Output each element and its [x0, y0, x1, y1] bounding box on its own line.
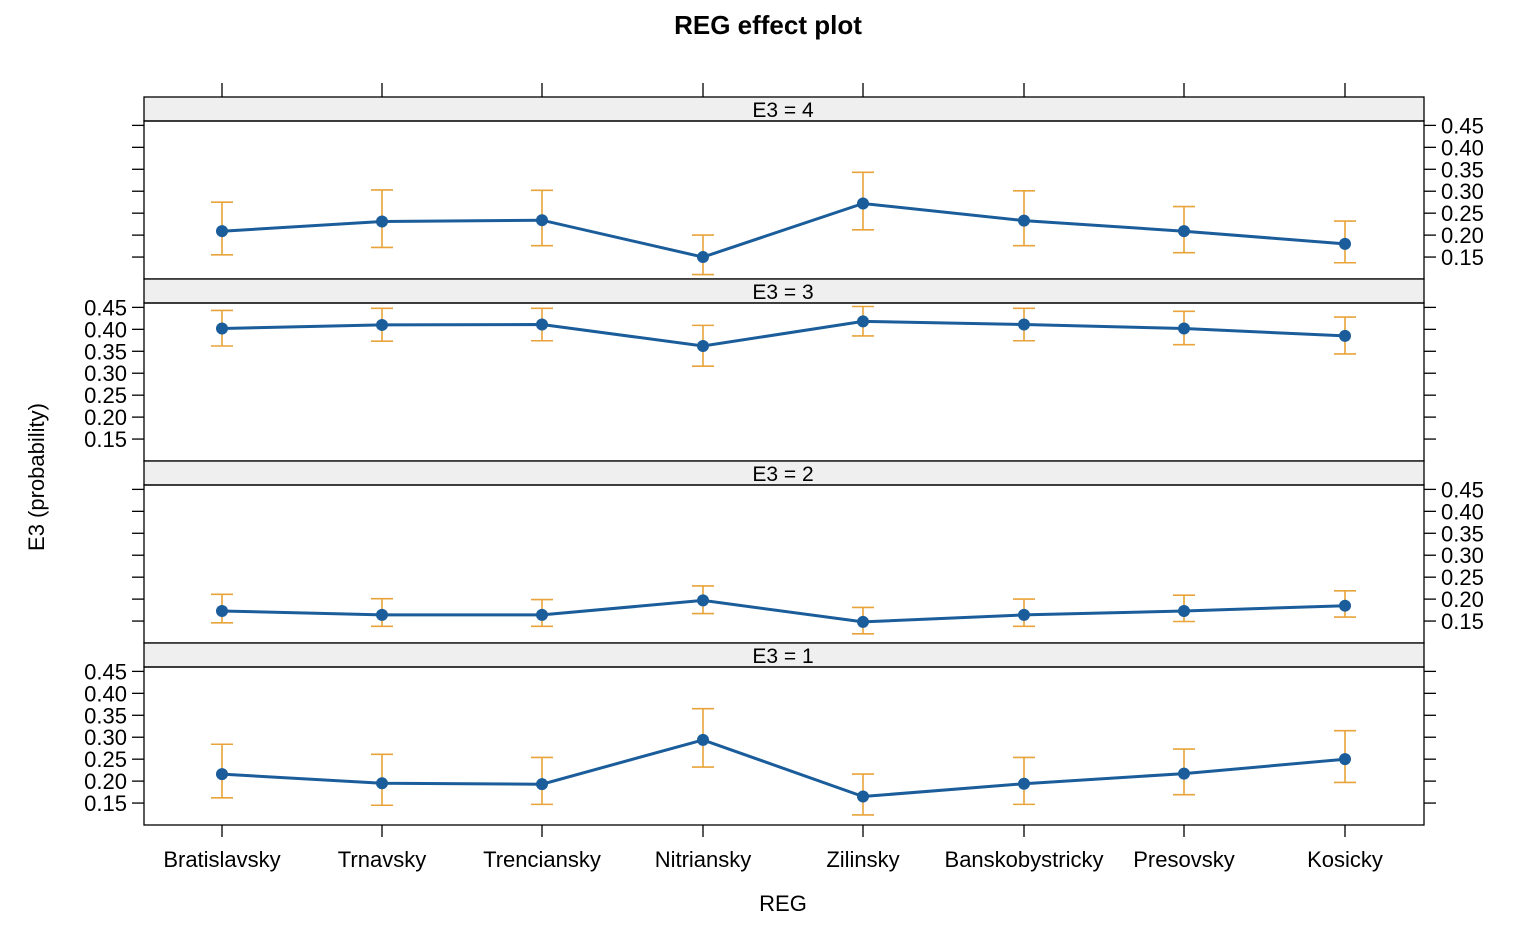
panel-strip-label: E3 = 2	[752, 463, 813, 486]
y-tick-label: 0.25	[84, 383, 127, 408]
data-point	[1339, 329, 1351, 342]
data-point	[697, 733, 709, 746]
data-point	[216, 225, 228, 238]
series-line	[221, 598, 1346, 624]
panel-frame	[143, 484, 1425, 644]
data-point	[536, 214, 548, 227]
data-point	[697, 594, 709, 607]
y-tick-label: 0.25	[84, 747, 127, 772]
y-tick-label: 0.45	[1441, 477, 1484, 502]
y-tick-label: 0.30	[1441, 179, 1484, 204]
y-tick-label: 0.40	[84, 317, 127, 342]
y-tick-label: 0.35	[84, 339, 127, 364]
y-tick-label: 0.40	[1441, 499, 1484, 524]
data-point	[1018, 214, 1030, 227]
data-point	[536, 778, 548, 791]
y-tick-label: 0.15	[84, 427, 127, 452]
y-tick-label: 0.45	[84, 295, 127, 320]
data-point	[216, 768, 228, 781]
y-tick-label: 0.25	[1441, 565, 1484, 590]
x-tick-label: Banskobystricky	[945, 847, 1104, 872]
data-point	[536, 318, 548, 331]
x-tick-label: Presovsky	[1133, 847, 1234, 872]
data-point	[1018, 318, 1030, 331]
data-point	[376, 777, 388, 790]
y-tick-label: 0.20	[84, 769, 127, 794]
y-tick-label: 0.25	[1441, 201, 1484, 226]
y-axis-label: E3 (probability)	[24, 403, 49, 551]
x-tick-label: Bratislavsky	[163, 847, 280, 872]
data-point	[1018, 608, 1030, 621]
data-point	[376, 215, 388, 228]
data-point	[1178, 322, 1190, 335]
data-point	[1178, 604, 1190, 617]
panel-strip	[143, 460, 1425, 486]
y-tick-label: 0.15	[1441, 245, 1484, 270]
data-point	[536, 608, 548, 621]
data-point	[216, 322, 228, 335]
panel-strip-label: E3 = 3	[752, 281, 813, 304]
x-axis-label: REG	[759, 891, 807, 916]
y-tick-label: 0.30	[84, 725, 127, 750]
data-point	[857, 790, 869, 803]
data-point	[376, 318, 388, 331]
panel-strip	[143, 278, 1425, 304]
y-tick-label: 0.30	[1441, 543, 1484, 568]
x-tick-label: Trnavsky	[338, 847, 426, 872]
data-point	[1178, 225, 1190, 238]
data-point	[697, 340, 709, 353]
y-tick-label: 0.20	[1441, 223, 1484, 248]
panel-frame	[143, 120, 1425, 280]
y-tick-label: 0.20	[84, 405, 127, 430]
data-point	[857, 315, 869, 328]
y-tick-label: 0.15	[84, 791, 127, 816]
data-point	[1178, 767, 1190, 780]
data-point	[1339, 237, 1351, 250]
series-line	[221, 738, 1346, 799]
y-tick-label: 0.35	[1441, 157, 1484, 182]
y-tick-label: 0.45	[84, 659, 127, 684]
panel-frame	[143, 666, 1425, 826]
chart-title: REG effect plot	[674, 10, 862, 40]
series-line	[221, 319, 1346, 348]
y-tick-label: 0.35	[84, 703, 127, 728]
x-tick-label: Kosicky	[1307, 847, 1383, 872]
y-tick-label: 0.45	[1441, 113, 1484, 138]
data-point	[697, 251, 709, 264]
data-point	[1339, 599, 1351, 612]
y-tick-label: 0.20	[1441, 587, 1484, 612]
y-tick-label: 0.40	[84, 681, 127, 706]
series-line	[221, 201, 1346, 259]
data-point	[1339, 753, 1351, 766]
y-tick-label: 0.15	[1441, 609, 1484, 634]
data-point	[376, 608, 388, 621]
x-tick-label: Trenciansky	[483, 847, 601, 872]
panels-area: Bratislavsky Trnavsky Trenciansky Nitriansk…	[84, 83, 1484, 872]
data-point	[1018, 777, 1030, 790]
data-point	[216, 604, 228, 617]
panel-strip-label: E3 = 4	[752, 99, 814, 122]
data-point	[857, 197, 869, 210]
panel-strip-label: E3 = 1	[752, 645, 813, 668]
y-tick-label: 0.40	[1441, 135, 1484, 160]
y-tick-label: 0.35	[1441, 521, 1484, 546]
data-point	[857, 615, 869, 628]
x-tick-label: Nitriansky	[655, 847, 752, 872]
x-tick-label: Zilinsky	[826, 847, 899, 872]
y-tick-label: 0.30	[84, 361, 127, 386]
